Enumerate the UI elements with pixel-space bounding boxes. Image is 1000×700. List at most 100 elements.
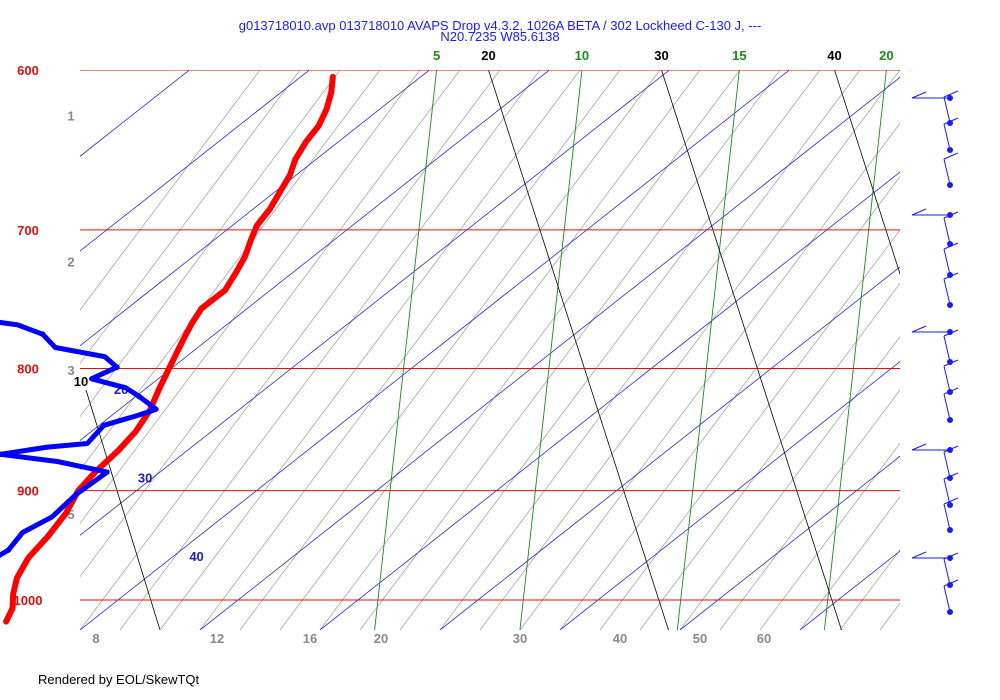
- dry-adiabat-line: [439, 266, 900, 630]
- bottom-axis-label: 40: [613, 631, 627, 646]
- bottom-axis-label: 50: [693, 631, 707, 646]
- moist-adiabat-line: [319, 70, 741, 630]
- moist-adiabat-line: [399, 70, 821, 630]
- dewpoint-point: [101, 422, 107, 429]
- mixing-ratio-tick-label: 5: [433, 48, 440, 63]
- bottom-axis-label: 30: [513, 631, 527, 646]
- dry-adiabat-line: [920, 30, 1000, 630]
- temperature-trace: [3, 73, 336, 625]
- bottom-axis-label: 60: [757, 631, 771, 646]
- moist-adiabat-line: [759, 442, 900, 630]
- wind-barb-feather: [911, 551, 927, 559]
- wind-barb-feather: [911, 325, 927, 333]
- bottom-axis-label: 20: [374, 631, 388, 646]
- moist-adiabat-line: [799, 496, 900, 630]
- isotherm-line: [834, 70, 900, 276]
- dry-adiabat-line: [199, 76, 900, 630]
- height-km-label: 5: [67, 507, 74, 522]
- wind-barb-feather: [943, 445, 959, 453]
- wind-barb-feather: [943, 387, 959, 395]
- mixing-ratio-line: [374, 70, 438, 630]
- dry-adiabat-line: [80, 70, 190, 157]
- wind-barb-feather: [943, 272, 959, 280]
- dry-adiabat-line: [319, 171, 900, 630]
- mixing-ratio-line: [676, 70, 740, 630]
- height-km-label: 3: [67, 363, 74, 378]
- moist-adiabat-line: [639, 282, 900, 630]
- wind-barb-feather: [943, 579, 959, 587]
- pressure-tick-label: 900: [17, 484, 39, 499]
- pressure-tick-label: 800: [17, 361, 39, 376]
- wind-barb-staff: [943, 335, 951, 363]
- wind-barb-staff: [943, 393, 951, 421]
- chart-grid: [80, 30, 1000, 630]
- dry-adiabat-line: [80, 70, 790, 630]
- wind-barb-staff: [943, 503, 951, 531]
- moist-adiabat-line: [679, 336, 900, 630]
- wind-barb-staff: [943, 558, 951, 586]
- height-km-label: 1: [67, 109, 74, 124]
- wind-barb-feather: [943, 242, 959, 250]
- wind-barb-staff: [943, 278, 951, 306]
- moist-adiabat-line: [599, 229, 900, 630]
- dewpoint-point: [0, 451, 4, 458]
- mixing-ratio-line: [519, 70, 583, 630]
- wind-barb-feather: [911, 208, 927, 216]
- wind-barb-feather: [943, 552, 959, 560]
- pressure-tick-label: 600: [17, 63, 39, 78]
- moist-adiabat-line: [119, 70, 541, 630]
- dry-adiabat-label: 40: [189, 549, 203, 564]
- wind-barb-feather: [943, 329, 959, 337]
- temperature-tick-label: 30: [654, 48, 668, 63]
- bottom-axis-label: 12: [210, 631, 224, 646]
- moist-adiabat-line: [159, 70, 581, 630]
- moist-adiabat-line: [80, 70, 501, 630]
- dry-adiabat-line: [799, 550, 900, 630]
- moist-adiabat-line: [239, 70, 661, 630]
- dry-adiabat-label: 30: [138, 471, 152, 486]
- mixing-ratio-tick-label: 15: [732, 48, 746, 63]
- left-axis-label: 10: [74, 374, 88, 389]
- moist-adiabat-line: [359, 70, 781, 630]
- isotherm-line: [488, 70, 669, 630]
- temperature-tick-label: 20: [481, 48, 495, 63]
- dewpoint-point: [136, 393, 143, 400]
- moist-adiabat-line: [80, 70, 341, 418]
- wind-barb-staff: [943, 248, 951, 276]
- mixing-ratio-tick-label: 20: [879, 48, 893, 63]
- chart-title-line2: N20.7235 W85.6138: [440, 29, 559, 44]
- moist-adiabat-line: [439, 70, 861, 630]
- wind-barb-feather: [943, 497, 959, 505]
- moist-adiabat-line: [719, 389, 900, 630]
- series-layer: [0, 73, 336, 625]
- height-km-label: 2: [67, 254, 74, 269]
- wind-barb-feather: [943, 90, 959, 98]
- wind-barb-feather: [911, 91, 927, 99]
- wind-barb-staff: [943, 158, 951, 186]
- moist-adiabat-line: [80, 70, 381, 471]
- wind-barb-feather: [943, 472, 959, 480]
- wind-barb-staff: [943, 365, 951, 393]
- dewpoint-point: [73, 491, 80, 497]
- isotherm-line: [85, 389, 161, 630]
- wind-barb-staff: [943, 585, 951, 613]
- dry-adiabat-line: [80, 70, 550, 442]
- moist-adiabat-line: [80, 70, 421, 524]
- moist-adiabat-line: [920, 70, 1000, 630]
- dewpoint-trace: [0, 319, 159, 558]
- wind-barb-feather: [943, 211, 959, 219]
- footer-credit: Rendered by EOL/SkewTQt: [38, 672, 200, 687]
- moist-adiabat-line: [80, 70, 461, 578]
- dewpoint-point: [5, 547, 12, 553]
- pressure-tick-label: 700: [17, 223, 39, 238]
- moist-adiabat-line: [199, 70, 621, 630]
- axis-labels: 600700800900100020304050605101520253035-…: [14, 48, 894, 646]
- mixing-ratio-line: [823, 70, 887, 630]
- dry-adiabat-line: [80, 70, 430, 347]
- pressure-tick-label: 1000: [14, 593, 43, 608]
- moist-adiabat-line: [80, 70, 261, 311]
- moist-adiabat-line: [479, 70, 900, 630]
- bottom-axis-label: 8: [92, 631, 99, 646]
- wind-barb-feather: [943, 359, 959, 367]
